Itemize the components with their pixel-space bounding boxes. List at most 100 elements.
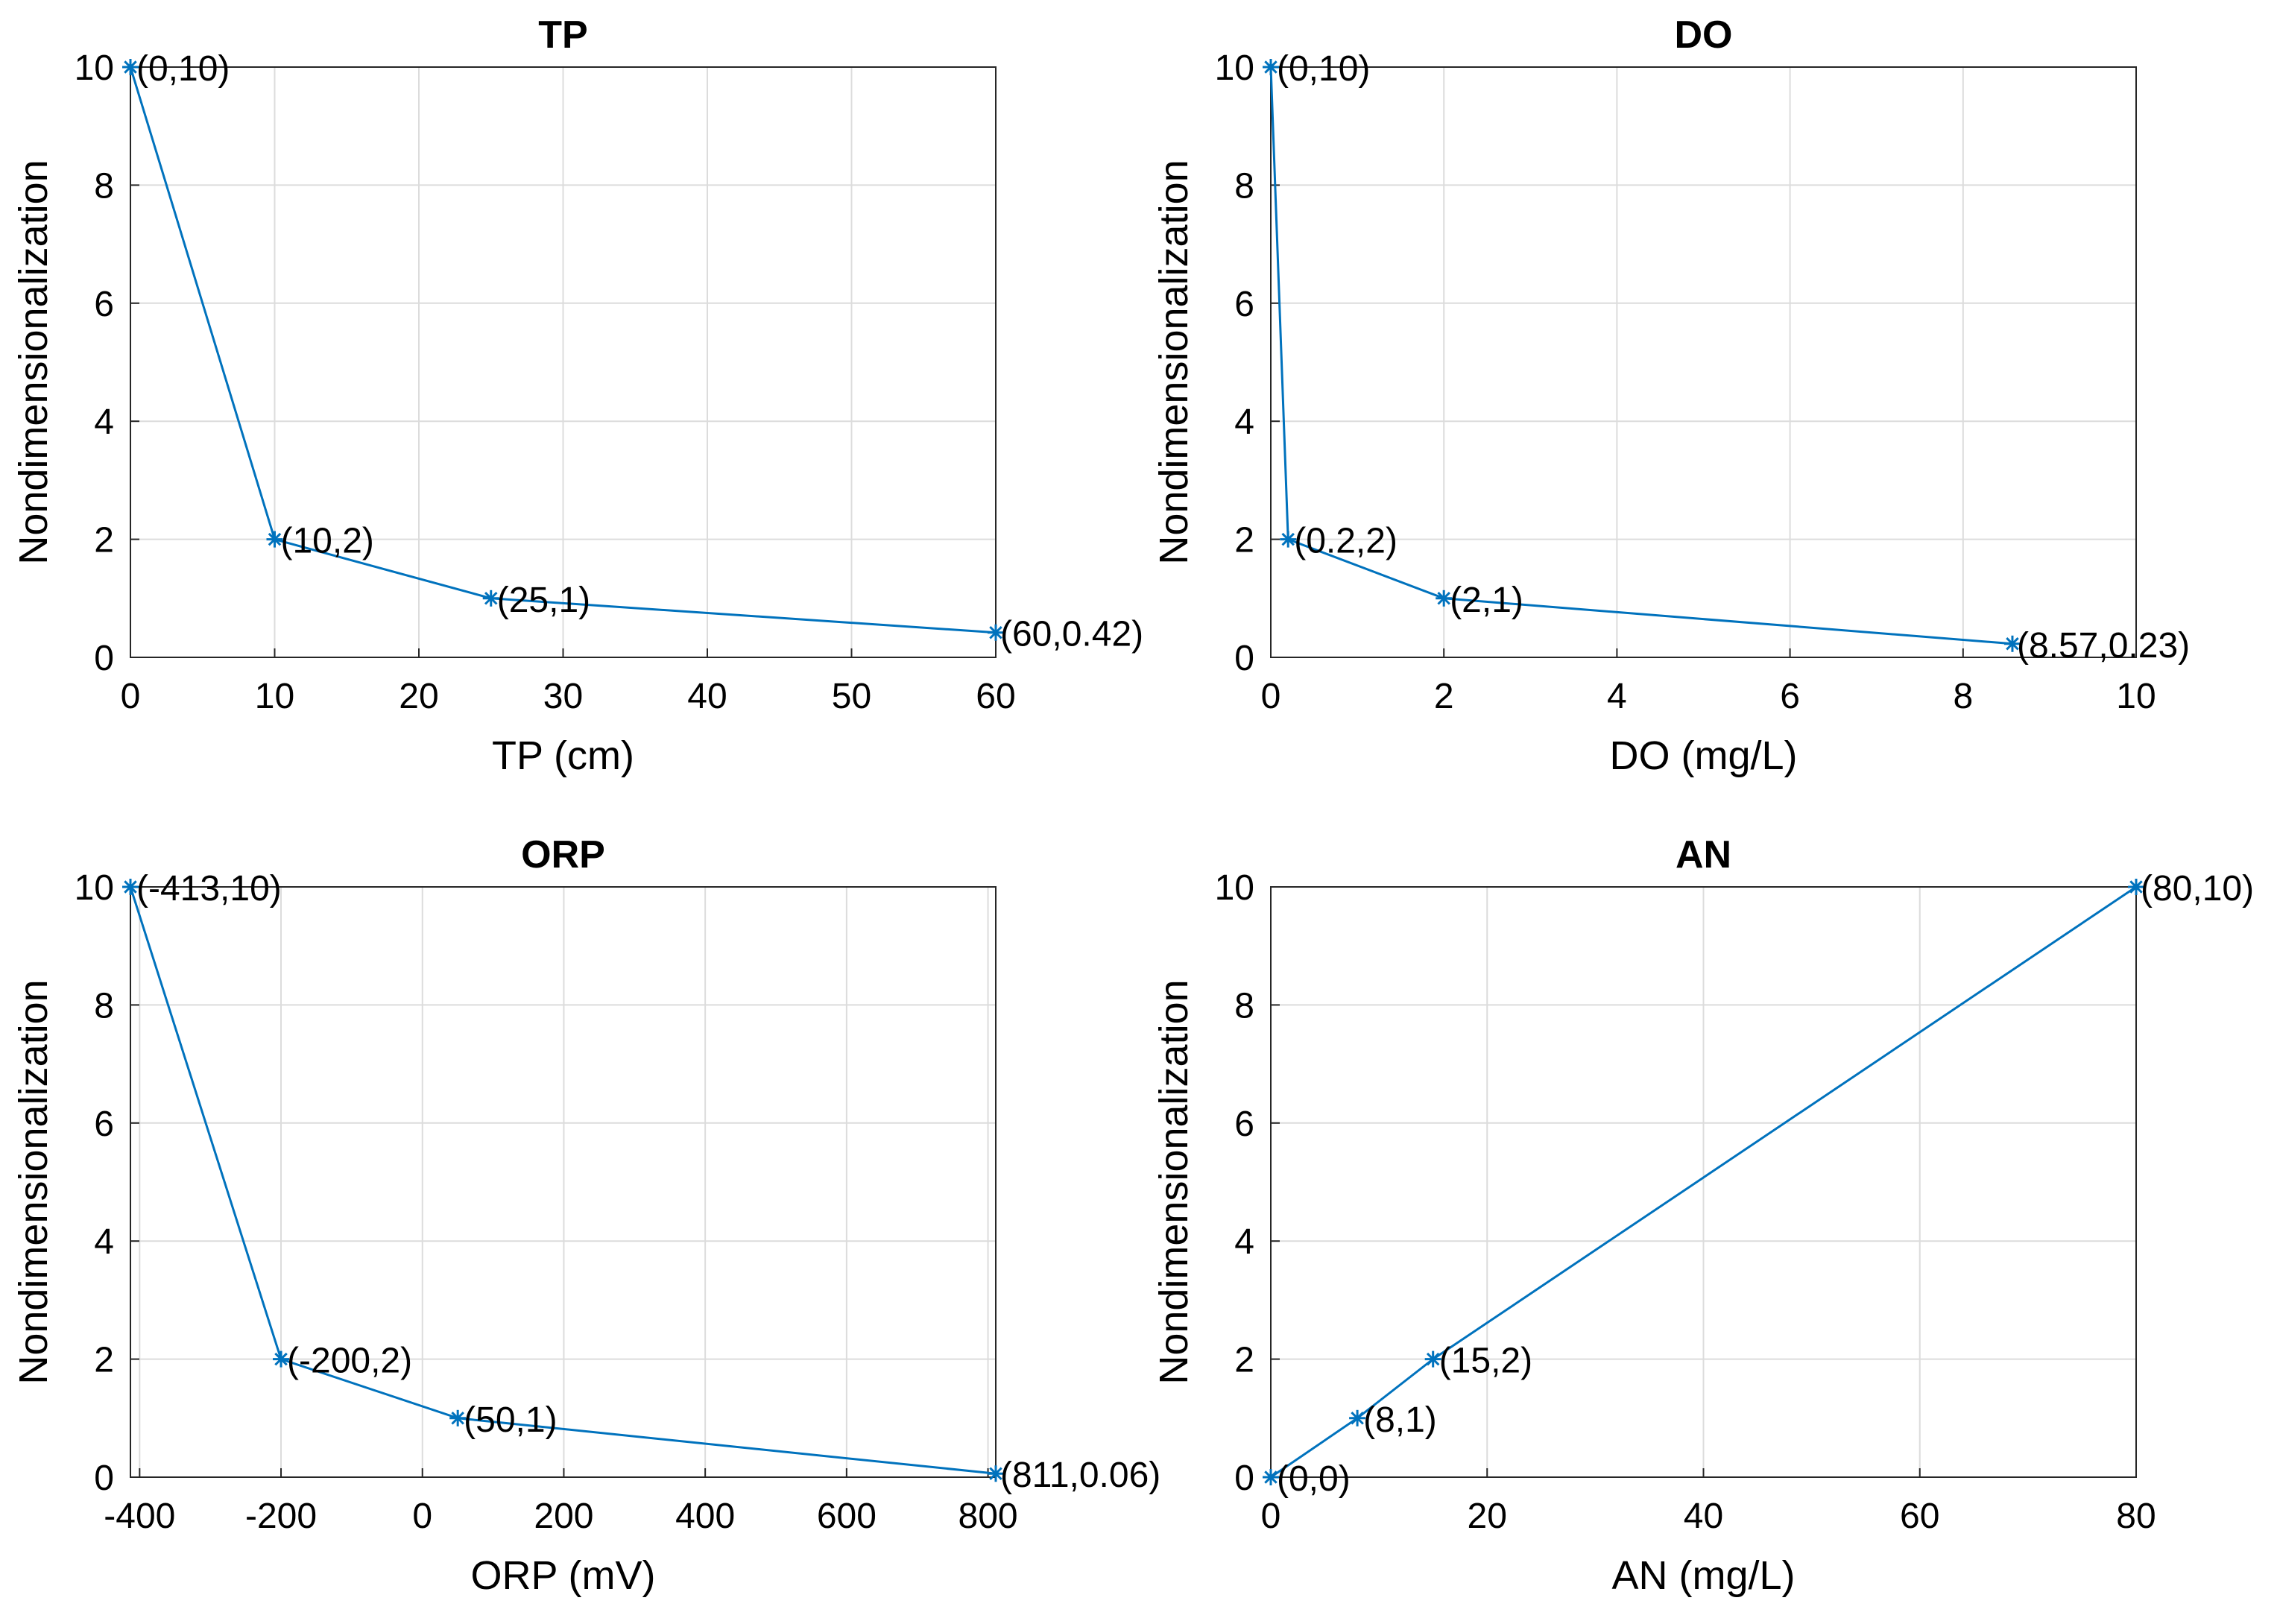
y-tick-label: 8 — [1234, 986, 1254, 1026]
data-point-label: (25,1) — [497, 581, 590, 620]
x-tick-label: 50 — [832, 677, 871, 716]
x-tick-label: 0 — [1261, 677, 1281, 716]
data-point-label: (0.2,2) — [1294, 522, 1398, 561]
data-point-label: (8,1) — [1363, 1400, 1437, 1440]
x-tick-label: 40 — [1684, 1497, 1723, 1536]
x-tick-label: 10 — [255, 677, 294, 716]
y-tick-label: 0 — [94, 1459, 114, 1498]
x-tick-label: -200 — [245, 1497, 317, 1536]
y-tick-label: 2 — [1234, 521, 1254, 560]
series-line — [1270, 885, 2137, 1479]
data-point-label: (60,0.42) — [1000, 615, 1143, 654]
y-tick-label: 6 — [1234, 285, 1254, 324]
y-tick-label: 8 — [94, 166, 114, 206]
data-point-label: (811,0.06) — [1000, 1456, 1160, 1495]
subplot-do: 0 2 4 6 8 10 0 2 4 6 8 10 DO DO (mg/L) Nondimensionali… — [1152, 13, 2190, 778]
data-point-marker — [1263, 59, 1279, 75]
x-tick-label: 30 — [543, 677, 583, 716]
data-point-label: (15,2) — [1439, 1342, 1532, 1381]
data-point-label: (2,1) — [1450, 581, 1523, 620]
x-tick-label: 8 — [1953, 677, 1973, 716]
series-line — [129, 886, 997, 1475]
y-tick-label: 4 — [1234, 1222, 1254, 1262]
y-tick-label: 6 — [94, 285, 114, 324]
data-point-label: (0,0) — [1277, 1459, 1351, 1499]
data-point-label: (-200,2) — [287, 1342, 412, 1381]
y-axis-label: Nondimensionalization — [1152, 979, 1196, 1384]
data-point-marker — [266, 531, 283, 548]
x-tick-label: 20 — [399, 677, 438, 716]
x-tick-label: -400 — [104, 1497, 175, 1536]
subplot-orp: -400 -200 0 200 400 600 800 0 2 4 6 8 10 ORP ORP (mV) N… — [11, 833, 1160, 1598]
x-tick-label: 200 — [534, 1497, 593, 1536]
y-tick-label: 6 — [94, 1105, 114, 1144]
data-point-marker — [988, 624, 1004, 641]
series-line — [1269, 66, 2013, 645]
y-tick-label: 10 — [75, 868, 114, 908]
x-axis-label: AN (mg/L) — [1611, 1553, 1795, 1598]
y-axis-label: Nondimensionalization — [11, 979, 56, 1384]
series-line — [129, 66, 997, 634]
x-tick-label: 4 — [1607, 677, 1627, 716]
chart-title: ORP — [521, 833, 605, 876]
x-tick-label: 0 — [121, 677, 141, 716]
x-tick-label: 400 — [675, 1497, 735, 1536]
data-point-label: (50,1) — [464, 1400, 557, 1440]
data-point-marker — [1349, 1409, 1366, 1426]
y-tick-label: 2 — [94, 1341, 114, 1380]
axes-frame — [1270, 66, 2137, 658]
x-tick-label: 2 — [1434, 677, 1454, 716]
data-point-marker — [1424, 1350, 1441, 1368]
data-point-label: (0,10) — [1277, 49, 1370, 89]
y-axis-label: Nondimensionalization — [11, 159, 56, 564]
data-point-marker — [2128, 879, 2144, 895]
y-tick-label: 10 — [75, 48, 114, 88]
data-point-marker — [988, 1465, 1004, 1482]
chart-title: AN — [1676, 833, 1731, 876]
y-tick-label: 0 — [94, 639, 114, 678]
x-tick-label: 600 — [817, 1497, 877, 1536]
y-tick-label: 2 — [1234, 1341, 1254, 1380]
data-point-marker — [1436, 590, 1453, 607]
y-tick-label: 0 — [1234, 1459, 1254, 1498]
data-point-label: (0,10) — [136, 49, 230, 89]
y-axis-label: Nondimensionalization — [1152, 159, 1196, 564]
data-point-label: (80,10) — [2141, 869, 2254, 909]
x-tick-label: 0 — [412, 1497, 432, 1536]
x-axis-label: TP (cm) — [492, 733, 634, 778]
data-point-marker — [449, 1409, 467, 1426]
data-point-marker — [2003, 635, 2021, 652]
y-tick-label: 4 — [94, 1222, 114, 1262]
y-tick-label: 10 — [1215, 868, 1254, 908]
data-point-marker — [273, 1350, 290, 1368]
x-tick-label: 0 — [1261, 1497, 1281, 1536]
data-point-marker — [1280, 531, 1297, 548]
data-point-label: (10,2) — [281, 522, 374, 561]
x-tick-label: 20 — [1468, 1497, 1507, 1536]
subplot-tp: 0 10 20 30 40 50 60 0 2 4 6 8 10 TP TP (cm) Nondimensio… — [11, 13, 1143, 778]
x-tick-label: 60 — [976, 677, 1015, 716]
x-tick-label: 60 — [1900, 1497, 1939, 1536]
y-tick-label: 8 — [1234, 166, 1254, 206]
data-point-label: (8.57,0.23) — [2017, 626, 2190, 666]
x-tick-label: 6 — [1780, 677, 1800, 716]
x-axis-label: ORP (mV) — [470, 1553, 655, 1598]
chart-title: DO — [1675, 13, 1733, 57]
x-tick-label: 800 — [959, 1497, 1018, 1536]
y-tick-label: 0 — [1234, 639, 1254, 678]
y-tick-label: 8 — [94, 986, 114, 1026]
chart-title: TP — [538, 13, 587, 57]
x-axis-label: DO (mg/L) — [1609, 733, 1797, 778]
y-tick-label: 6 — [1234, 1105, 1254, 1144]
data-point-marker — [122, 879, 139, 895]
x-tick-label: 80 — [2116, 1497, 2156, 1536]
x-tick-label: 10 — [2116, 677, 2156, 716]
x-tick-label: 40 — [687, 677, 727, 716]
y-tick-label: 10 — [1215, 48, 1254, 88]
y-tick-label: 2 — [94, 521, 114, 560]
data-point-marker — [122, 59, 139, 75]
data-point-label: (-413,10) — [136, 869, 282, 909]
data-point-marker — [482, 590, 499, 607]
y-tick-label: 4 — [1234, 402, 1254, 442]
